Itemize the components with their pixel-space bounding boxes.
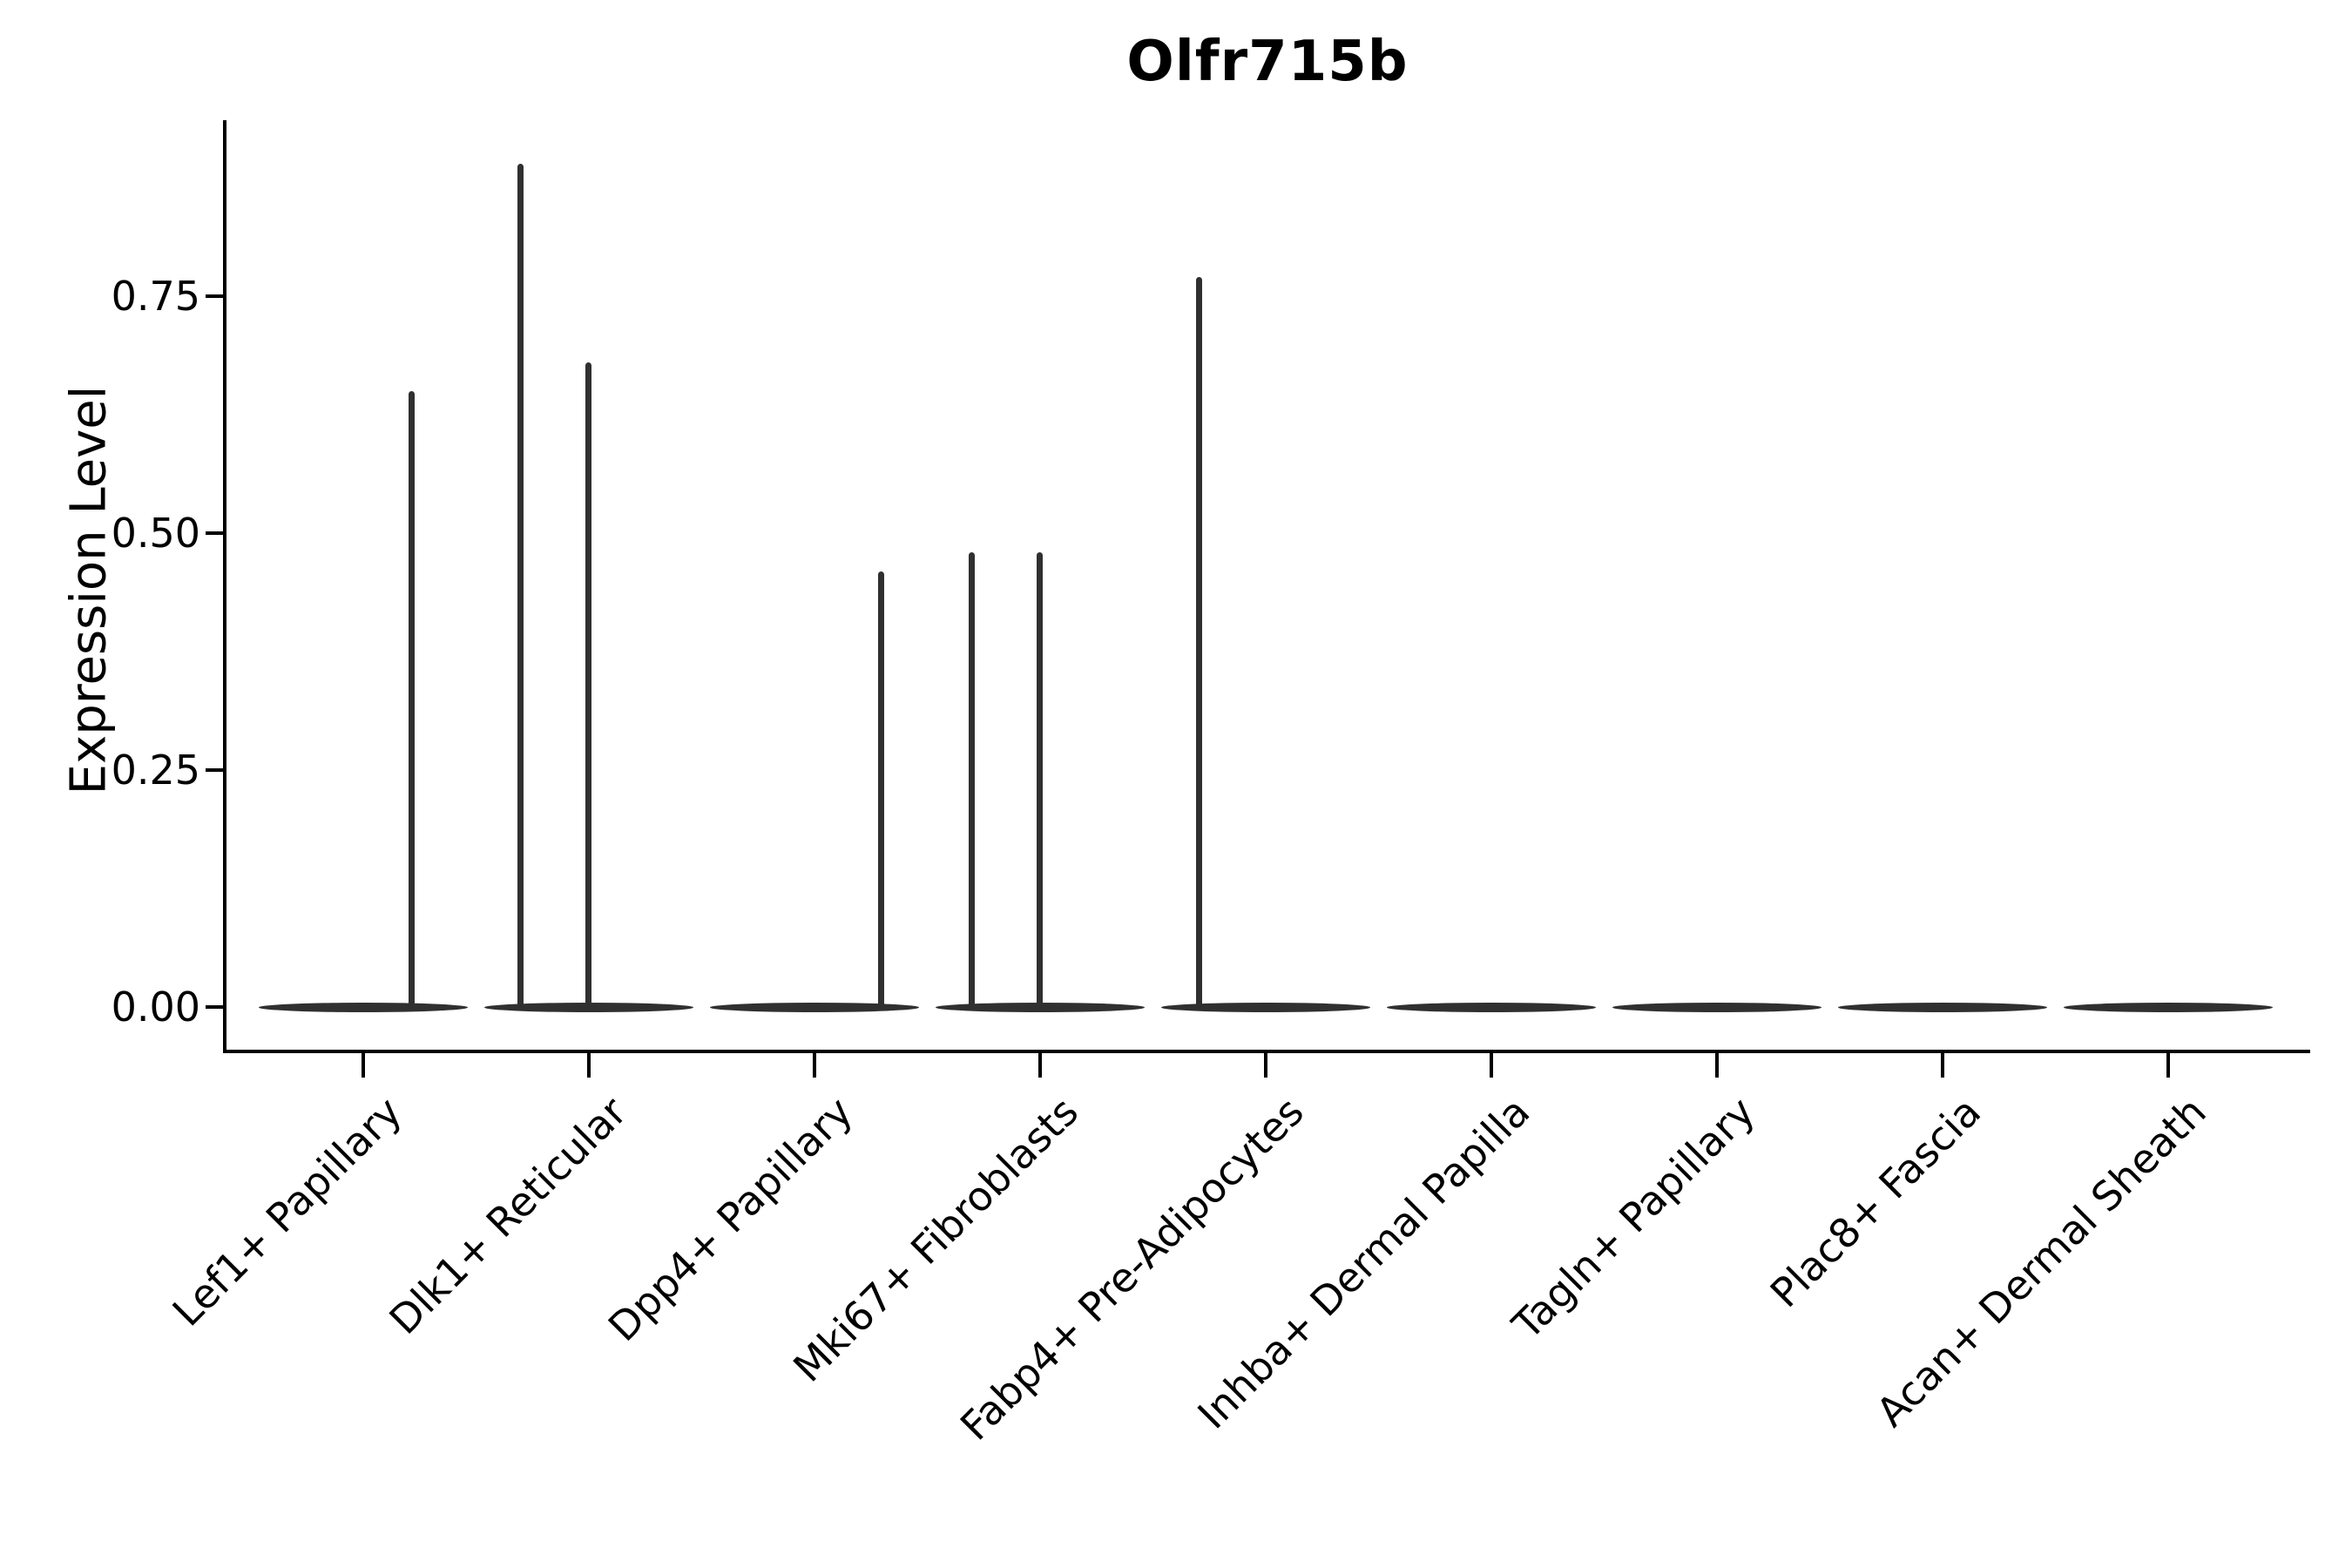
x-tick-label: Tagln+ Papillary: [1504, 1087, 1765, 1348]
y-axis-spine: [223, 120, 226, 1053]
violin-spike: [585, 362, 591, 1007]
violin-body: [710, 1002, 919, 1012]
y-tick-mark: [206, 294, 225, 298]
x-tick-mark: [1264, 1053, 1267, 1078]
y-tick-label: 0.50: [111, 510, 200, 557]
y-axis-label: Expression Level: [60, 385, 118, 795]
x-tick-label: Dpp4+ Papillary: [598, 1087, 862, 1351]
y-tick-label: 0.25: [111, 747, 200, 794]
violin-spike: [877, 571, 884, 1007]
violin-body: [2064, 1002, 2273, 1012]
y-tick-label: 0.00: [111, 983, 200, 1031]
y-tick-mark: [206, 1005, 225, 1009]
violin-body: [1387, 1002, 1596, 1012]
violin-body: [936, 1002, 1145, 1012]
violin-spike: [968, 551, 975, 1007]
x-tick-mark: [1490, 1053, 1493, 1078]
violin-spike: [408, 390, 415, 1007]
violin-body: [259, 1002, 468, 1012]
x-axis-spine: [223, 1050, 2310, 1053]
y-tick-mark: [206, 768, 225, 772]
x-tick-mark: [1941, 1053, 1944, 1078]
x-tick-mark: [1038, 1053, 1042, 1078]
y-tick-mark: [206, 531, 225, 535]
x-tick-mark: [2166, 1053, 2170, 1078]
x-tick-mark: [813, 1053, 816, 1078]
violin-spike: [1195, 277, 1202, 1007]
y-tick-label: 0.75: [111, 273, 200, 320]
x-tick-mark: [1715, 1053, 1719, 1078]
x-tick-mark: [362, 1053, 365, 1078]
violin-body: [1161, 1002, 1370, 1012]
violin-body: [1838, 1002, 2047, 1012]
x-tick-mark: [587, 1053, 591, 1078]
x-tick-label: Lef1+ Papillary: [163, 1087, 411, 1335]
violin-body: [484, 1002, 693, 1012]
x-tick-label: Plac8+ Fascia: [1761, 1087, 1990, 1317]
chart-title: Olfr715b: [1126, 30, 1409, 94]
violin-spike: [1036, 551, 1043, 1007]
violin-body: [1612, 1002, 1821, 1012]
x-tick-label: Dlk1+ Reticular: [380, 1087, 637, 1344]
violin-spike: [517, 163, 524, 1007]
